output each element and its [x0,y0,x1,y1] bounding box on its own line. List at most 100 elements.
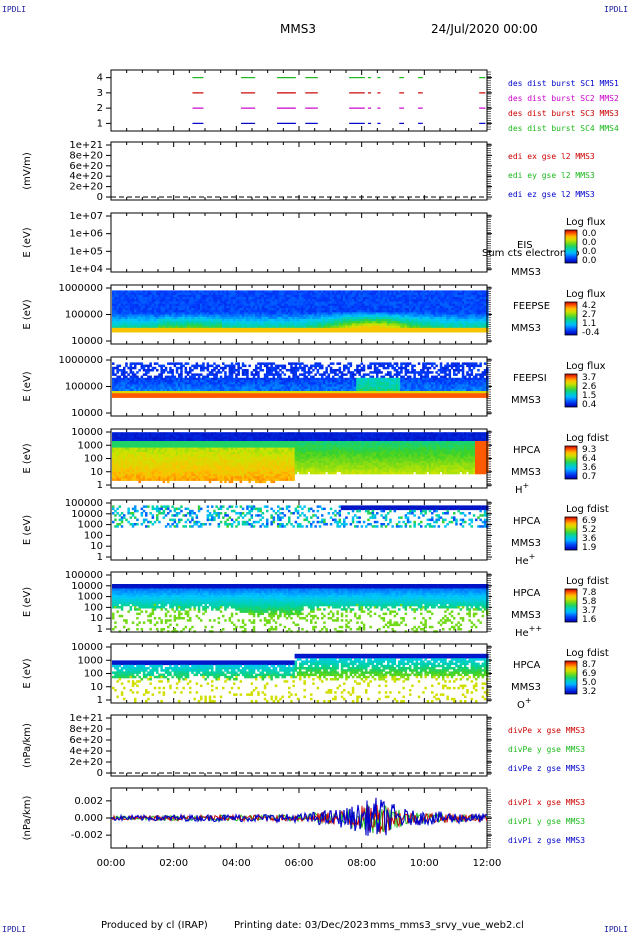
spectrogram-cell [153,301,157,304]
spectrogram-cell [112,391,115,394]
spectrogram-cell [358,319,361,322]
spectrogram-cell [415,327,419,331]
spectrogram-cell [349,330,353,333]
spectrogram-cell [182,321,185,324]
spectrogram-cell [428,310,432,313]
spectrogram-cell [246,330,249,333]
spectrogram-cell [204,325,207,329]
spectrogram-cell [389,297,392,300]
spectrogram-cell [296,362,300,365]
spectrogram-cell [114,330,117,333]
spectrogram-cell [277,325,280,329]
spectrogram-cell [230,382,234,385]
spectrogram-cell [125,327,128,331]
spectrogram-cell [266,330,269,333]
spectrogram-cell [268,391,271,394]
spectrogram-cell [307,371,311,374]
spectrogram-cell [255,319,258,322]
spectrogram-cell [292,382,295,385]
spectrogram-cell [182,299,185,302]
spectrogram-cell [343,292,346,296]
spectrogram-cell [367,323,370,326]
spectrogram-cell [349,301,353,304]
spectrogram-cell [472,305,476,309]
spectrogram-cell [120,377,124,381]
spectrogram-cell [158,323,161,326]
spectrogram-cell [433,319,436,322]
spectrogram-cell [442,290,445,293]
spectrogram-cell [186,314,190,318]
spectrogram-cell [283,290,287,293]
spectrogram-cell [217,330,221,333]
spectrogram-cell [347,297,350,300]
spectrogram-cell [178,316,181,320]
spectrogram-cell [285,312,289,315]
spectrogram-cell [252,297,256,300]
spectrogram-cell [250,305,254,309]
spectrogram-cell [283,366,287,370]
spectrogram-cell [189,386,192,390]
spectrogram-cell [279,321,282,324]
spectrogram-cell [118,391,122,394]
spectrogram-cell [481,294,485,298]
spectrogram-cell [334,316,337,320]
spectrogram-cell [367,330,370,333]
y-tick-label: 1e+04 [69,264,103,275]
spectrogram-cell [131,393,135,396]
spectrogram-cell [175,377,179,381]
spectrogram-cell [233,299,236,302]
spectrogram-cell [327,312,331,315]
spectrogram-cell [180,310,183,313]
spectrogram-cell [378,316,381,320]
spectrogram-cell [347,316,350,320]
spectrogram-cell [391,301,394,304]
spectrogram-cell [206,312,210,315]
spectrogram-cell [288,308,291,311]
spectrogram-cell [235,375,238,379]
spectrogram-cell [202,292,205,296]
spectrogram-cell [140,310,144,313]
y-tick-label: 1000000 [58,283,103,294]
spectrogram-cell [305,319,309,322]
spectrogram-cell [327,330,331,333]
spectrogram-cell [266,325,269,329]
spectrogram-cell [153,308,157,311]
spectrogram-cell [246,325,249,329]
spectrogram-cell [411,308,414,311]
spectrogram-cell [224,312,227,315]
spectrogram-cell [195,386,199,390]
spectrogram-cell [349,314,353,318]
spectrogram-cell [233,325,236,329]
spectrogram-cell [202,366,205,370]
spectrogram-cell [404,297,408,300]
spectrogram-cell [459,310,463,313]
spectrogram-cell [354,319,357,322]
spectrogram-cell [140,364,144,368]
spectrogram-cell [215,305,218,309]
spectrogram-cell [468,303,471,307]
spectrogram-cell [378,305,381,309]
spectrogram-cell [268,301,271,304]
spectrogram-cell [226,377,229,381]
spectrogram-cell [362,305,366,309]
spectrogram-cell [217,310,221,313]
spectrogram-cell [193,366,196,370]
spectrogram-cell [208,316,212,320]
spectrogram-cell [235,395,238,398]
spectrogram-cell [222,303,225,307]
spectrogram-cell [244,382,247,385]
spectrogram-cell [380,294,383,298]
spectrogram-cell [156,388,159,392]
spectrogram-cell [244,369,247,372]
spectrogram-cell [219,303,223,307]
spectrogram-cell [464,312,467,315]
spectrogram-cell [367,303,370,307]
spectrogram-cell [437,319,441,322]
spectrogram-cell [292,366,295,370]
spectrogram-cell [387,297,390,300]
overlay-label: Sum cts electron to [482,248,579,259]
spectrogram-cell [208,380,212,383]
spectrogram-cell [197,294,201,298]
spectrogram-cell [393,297,397,300]
spectrogram-cell [365,290,368,293]
